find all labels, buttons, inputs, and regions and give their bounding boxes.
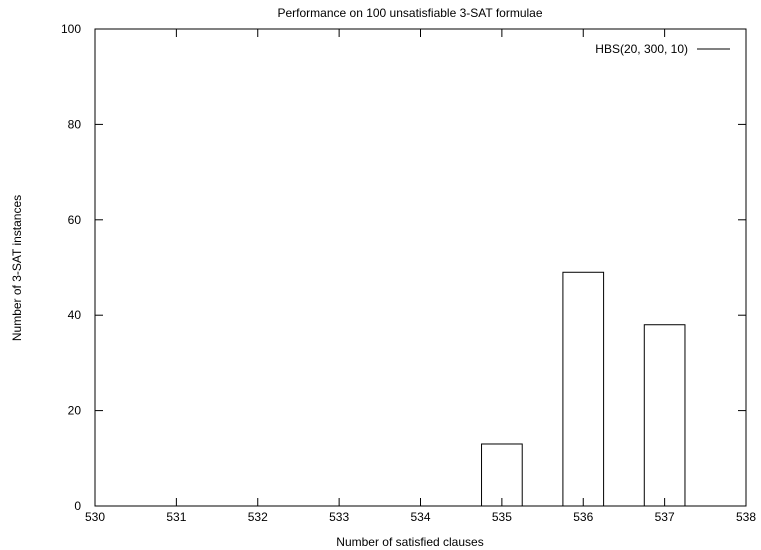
legend: HBS(20, 300, 10) [595, 42, 730, 56]
chart-title: Performance on 100 unsatisfiable 3-SAT f… [277, 6, 542, 20]
x-axis-label: Number of satisfied clauses [336, 535, 483, 549]
y-tick-label: 20 [68, 404, 82, 418]
x-tick-label: 534 [410, 510, 430, 524]
bar [481, 443, 523, 507]
x-tick-label: 533 [329, 510, 349, 524]
y-axis-label: Number of 3-SAT instances [10, 195, 24, 341]
x-tick-label: 535 [492, 510, 512, 524]
x-tick-label: 538 [736, 510, 756, 524]
axis-ticks: 530 531 532 533 534 535 536 537 538 0 20 40 60 80 100 [61, 22, 756, 524]
x-tick-label: 537 [655, 510, 675, 524]
x-tick-label: 532 [248, 510, 268, 524]
x-tick-label: 530 [85, 510, 105, 524]
y-tick-label: 60 [68, 213, 82, 227]
plot-frame [94, 28, 747, 507]
x-tick-label: 531 [166, 510, 186, 524]
legend-label: HBS(20, 300, 10) [595, 42, 688, 56]
bar [562, 271, 605, 507]
y-tick-label: 100 [61, 22, 81, 36]
x-tick-label: 536 [573, 510, 593, 524]
y-tick-label: 80 [68, 117, 82, 131]
y-tick-label: 40 [68, 308, 82, 322]
bar-group [481, 271, 686, 507]
y-tick-label: 0 [74, 499, 81, 513]
bar [643, 324, 686, 507]
